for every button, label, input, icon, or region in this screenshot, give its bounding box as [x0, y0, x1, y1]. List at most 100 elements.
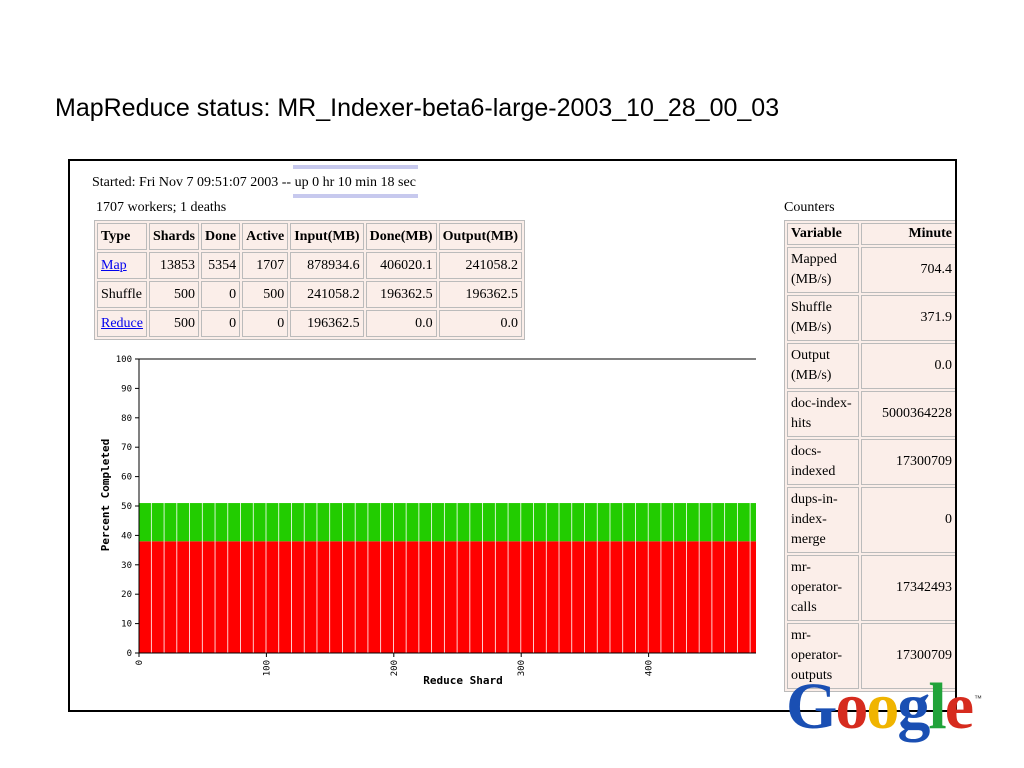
chart-bar-segment: [546, 503, 559, 542]
chart-bar-segment: [533, 503, 546, 542]
counter-value: 17300709: [861, 439, 955, 485]
chart-bar-segment: [699, 503, 712, 542]
table-cell: Shuffle: [97, 281, 147, 308]
chart-bar-segment: [572, 541, 585, 653]
counter-value: 17342493: [861, 555, 955, 621]
chart-bar-segment: [240, 503, 253, 542]
table-cell: 500: [242, 281, 289, 308]
chart-bar-segment: [355, 541, 368, 653]
counter-variable: Mapped (MB/s): [787, 247, 859, 293]
chart-bar-segment: [202, 503, 215, 542]
chart-bar-segment: [393, 541, 406, 653]
table-cell: 5354: [201, 252, 241, 279]
chart-bar-segment: [648, 541, 661, 653]
chart-bar-segment: [291, 503, 304, 542]
chart-bar-segment: [750, 541, 756, 653]
chart-bar-segment: [432, 541, 444, 653]
chart-bar-segment: [597, 503, 610, 542]
table-row: Reduce 500 0 0 196362.5 0.0 0.0: [97, 310, 523, 337]
chart-bar-segment: [317, 541, 330, 653]
y-tick-label: 20: [121, 590, 132, 600]
y-tick-label: 90: [121, 384, 132, 394]
chart-bar-segment: [177, 503, 190, 542]
counter-value: 704.4: [861, 247, 955, 293]
chart-bar-segment: [355, 503, 368, 542]
y-tick-label: 100: [116, 355, 132, 365]
uptime-text: up 0 hr 10 min 18 sec: [292, 165, 419, 198]
table-cell: 0: [201, 281, 241, 308]
trademark-symbol: ™: [974, 694, 982, 703]
table-row: Shuffle 500 0 500 241058.2 196362.5 1963…: [97, 281, 523, 308]
y-tick-label: 60: [121, 473, 132, 483]
y-tick-label: 0: [127, 649, 132, 659]
chart-bar-segment: [151, 503, 164, 542]
y-tick-label: 30: [121, 561, 132, 571]
table-row: Mapped (MB/s) 704.4: [787, 247, 955, 293]
x-tick-label: 300: [517, 660, 527, 676]
chart-bar-segment: [432, 503, 444, 542]
chart-bar-segment: [584, 503, 597, 542]
status-table: Type Shards Done Active Input(MB) Done(M…: [94, 220, 526, 340]
table-row: dups-in-index-merge 0: [787, 487, 955, 553]
chart-bar-segment: [712, 541, 725, 653]
chart-bar-segment: [304, 541, 317, 653]
table-row: mr-operator-outputs 17300709: [787, 623, 955, 689]
table-cell: 406020.1: [365, 252, 437, 279]
chart-bar-segment: [189, 503, 202, 542]
chart-bar-segment: [381, 503, 393, 542]
chart-bar-segment: [330, 503, 343, 542]
chart-bar-segment: [151, 541, 164, 653]
map-link[interactable]: Map: [101, 257, 127, 273]
table-cell: 500: [148, 281, 200, 308]
table-row: mr-operator-calls 17342493: [787, 555, 955, 621]
reduce-progress-chart: 01020304050607080901000100200300400500 R…: [99, 355, 756, 687]
x-tick-label: 400: [645, 660, 655, 676]
chart-bar-segment: [610, 541, 623, 653]
chart-bar-segment: [725, 503, 737, 542]
chart-y-axis-label: Percent Completed: [99, 439, 112, 552]
chart-bar-segment: [368, 503, 381, 542]
x-tick-label: 100: [262, 660, 272, 676]
chart-bar-segment: [559, 541, 572, 653]
table-row: Shuffle (MB/s) 371.9: [787, 295, 955, 341]
chart-bar-segment: [368, 541, 381, 653]
counter-variable: doc-index-hits: [787, 391, 859, 437]
counter-value: 0.0: [861, 343, 955, 389]
chart-bar-segment: [215, 503, 228, 542]
chart-bar-segment: [610, 503, 623, 542]
workers-summary: 1707 workers; 1 deaths: [96, 200, 227, 215]
chart-bar-segment: [674, 541, 687, 653]
chart-bar-segment: [228, 503, 241, 542]
chart-bar-segment: [533, 541, 546, 653]
chart-bar-segment: [508, 503, 521, 542]
counters-table: Variable Minute Mapped (MB/s) 704.4 Shuff…: [784, 220, 955, 692]
counters-caption: Counters: [784, 200, 835, 215]
y-tick-label: 70: [121, 443, 132, 453]
chart-bar-segment: [572, 503, 585, 542]
chart-bar-segment: [470, 503, 483, 542]
chart-bar-segment: [521, 541, 534, 653]
chart-bar-segment: [139, 503, 151, 542]
chart-bar-segment: [508, 541, 521, 653]
started-line: Started: Fri Nov 7 09:51:07 2003 -- up 0…: [92, 165, 419, 198]
logo-letter: g: [897, 670, 930, 743]
counters-header-row: Variable Minute: [787, 223, 955, 245]
column-header: Active: [242, 223, 289, 250]
table-cell: 878934.6: [290, 252, 364, 279]
chart-bar-segment: [419, 541, 432, 653]
column-header: Type: [97, 223, 147, 250]
counter-value: 5000364228: [861, 391, 955, 437]
chart-bar-segment: [661, 541, 674, 653]
chart-bar-segment: [482, 503, 495, 542]
reduce-link[interactable]: Reduce: [101, 315, 143, 331]
counter-value: 0: [861, 487, 955, 553]
chart-bar-segment: [393, 503, 406, 542]
started-text: Started: Fri Nov 7 09:51:07 2003 --: [92, 175, 295, 190]
table-cell: 0.0: [365, 310, 437, 337]
chart-bar-segment: [164, 503, 177, 542]
table-cell: 196362.5: [438, 281, 523, 308]
table-cell: 13853: [148, 252, 200, 279]
y-tick-label: 10: [121, 620, 132, 630]
column-header: Output(MB): [438, 223, 523, 250]
table-row: Map 13853 5354 1707 878934.6 406020.1 24…: [97, 252, 523, 279]
